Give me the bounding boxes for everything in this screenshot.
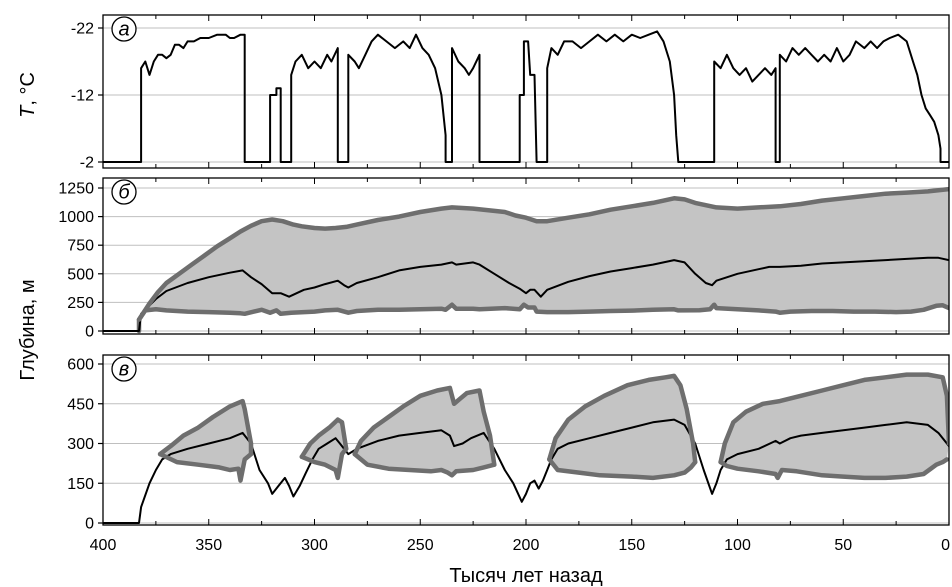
series-lower-boundary [157, 398, 254, 457]
y-axis-label-depth: Глубина, м [17, 279, 39, 380]
x-tick-label: 300 [301, 537, 328, 554]
y-axis-label-temperature: T, °C [17, 72, 39, 118]
series-upper-boundary [352, 451, 497, 478]
shaded-area [549, 375, 696, 478]
y-axis-label-unit: , °C [17, 72, 39, 106]
panel-b-depth: 0 250 500 750 1000 1250 б [58, 177, 950, 341]
x-tick-label: 250 [407, 537, 434, 554]
y-tick-label: -2 [80, 155, 94, 172]
y-tick-label: 150 [67, 476, 94, 493]
panel-letter: б [118, 182, 130, 204]
x-tick-label: 350 [195, 537, 222, 554]
y-tick-label: 1000 [58, 209, 94, 226]
y-tick-label: 0 [85, 516, 94, 533]
series-lower-boundary [547, 373, 698, 465]
y-tick-label: 300 [67, 436, 94, 453]
series-lower-boundary [718, 372, 949, 465]
y-tick-label: -12 [71, 88, 94, 105]
x-axis-label: Тысяч лет назад [449, 565, 603, 587]
panel-letter-circle [111, 356, 137, 382]
y-tick-label: 750 [67, 238, 94, 255]
shaded-area [139, 189, 949, 331]
x-tick-label: 200 [513, 537, 540, 554]
y-axis-label-symbol: T [17, 104, 39, 118]
x-tick-label: 400 [90, 537, 117, 554]
panel-a-temperature: -2 -12 -22 а [71, 14, 950, 172]
y-tick-label: -22 [71, 21, 94, 38]
y-tick-label: 500 [67, 266, 94, 283]
panel-letter: а [118, 19, 129, 41]
series-upper-boundary [547, 457, 698, 481]
series-median-depth-line [103, 256, 949, 332]
panel-letter-circle [111, 16, 137, 42]
x-tick-label: 150 [618, 537, 645, 554]
panel-c-depth: 0 150 300 450 600 в [67, 354, 950, 533]
x-tick-label: 0 [941, 537, 950, 554]
y-tick-label: 450 [67, 396, 94, 413]
series-upper-boundary [136, 302, 949, 334]
y-tick-label: 250 [67, 295, 94, 312]
panel-letter: в [119, 359, 129, 381]
y-tick-label: 600 [67, 357, 94, 374]
series-lower-boundary [352, 385, 497, 467]
panel-letter-circle [111, 179, 137, 205]
y-tick-label: 1250 [58, 181, 94, 198]
series-median-depth-line [103, 418, 949, 524]
x-tick-label: 50 [834, 537, 852, 554]
series-lower-boundary [299, 417, 349, 460]
series-surface-temperature-line [103, 30, 949, 163]
series-upper-boundary [157, 451, 254, 483]
shaded-area [720, 374, 949, 478]
series-upper-boundary [718, 457, 949, 481]
y-tick-label: 0 [85, 324, 94, 341]
series-lower-boundary [136, 186, 949, 322]
series-upper-boundary [299, 446, 349, 481]
x-tick-label: 100 [724, 537, 751, 554]
x-axis: 400 350 300 250 200 150 100 50 0 [90, 537, 950, 554]
shaded-area [301, 419, 347, 478]
